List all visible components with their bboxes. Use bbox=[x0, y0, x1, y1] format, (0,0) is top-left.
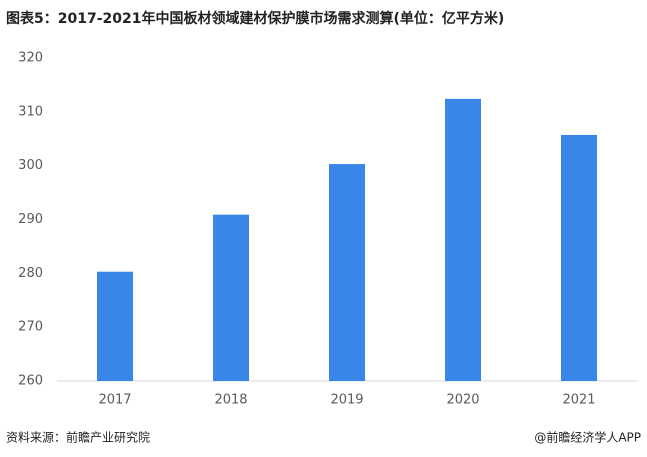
credit: @前瞻经济学人APP bbox=[534, 430, 641, 445]
y-tick-label: 290 bbox=[18, 212, 43, 227]
x-tick-label: 2019 bbox=[330, 393, 363, 408]
y-tick-label: 260 bbox=[18, 374, 43, 389]
bar bbox=[97, 271, 133, 381]
y-tick-label: 300 bbox=[18, 158, 43, 173]
chart-title: 图表5：2017-2021年中国板材领域建材保护膜市场需求测算(单位：亿平方米) bbox=[6, 10, 504, 27]
source-note: 资料来源：前瞻产业研究院 bbox=[6, 430, 150, 445]
y-tick-label: 310 bbox=[18, 104, 43, 119]
y-tick-label: 280 bbox=[18, 266, 43, 281]
y-tick-label: 320 bbox=[18, 51, 43, 66]
x-tick-label: 2018 bbox=[214, 393, 247, 408]
y-tick-label: 270 bbox=[18, 320, 43, 335]
x-tick-label: 2021 bbox=[562, 393, 595, 408]
x-tick-label: 2020 bbox=[446, 393, 479, 408]
bar bbox=[329, 164, 365, 381]
bar bbox=[213, 214, 249, 381]
bar bbox=[445, 98, 481, 381]
x-tick-label: 2017 bbox=[98, 393, 131, 408]
bar bbox=[561, 134, 597, 381]
